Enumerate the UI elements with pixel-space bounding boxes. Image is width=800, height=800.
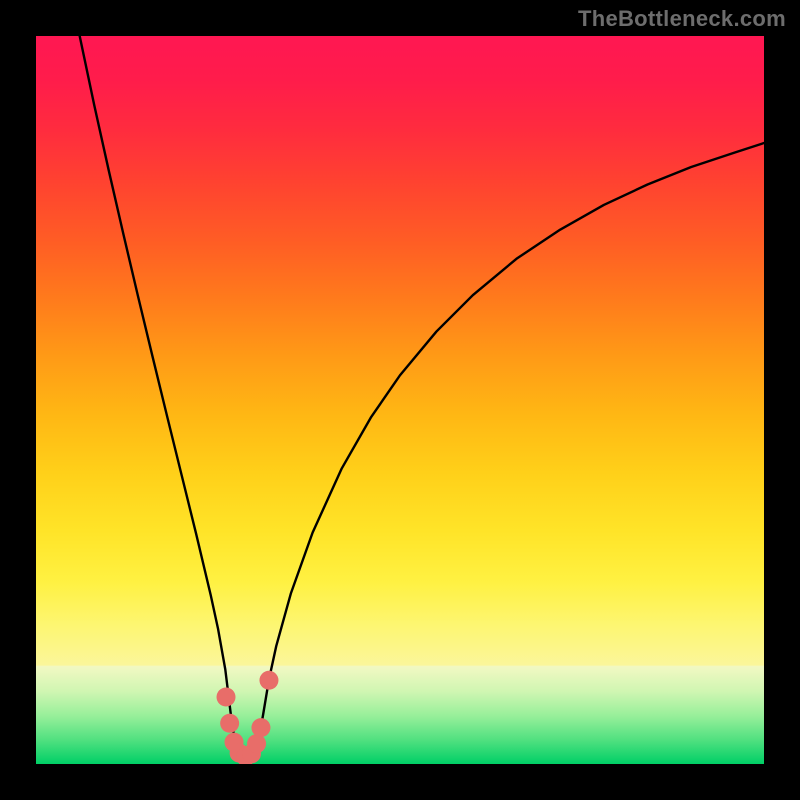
marker-point xyxy=(247,734,266,753)
plot-background xyxy=(36,36,764,764)
marker-point xyxy=(217,688,236,707)
bottleneck-chart xyxy=(0,0,800,800)
chart-container: TheBottleneck.com xyxy=(0,0,800,800)
marker-point xyxy=(251,718,270,737)
marker-point xyxy=(220,714,239,733)
marker-point xyxy=(259,671,278,690)
